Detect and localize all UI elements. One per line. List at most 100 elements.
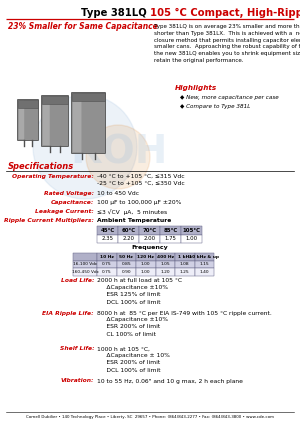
Text: Cornell Dubilier • 140 Technology Place • Liberty, SC  29657 • Phone: (864)843-2: Cornell Dubilier • 140 Technology Place … bbox=[26, 415, 274, 419]
Bar bbox=[181, 235, 202, 243]
Bar bbox=[118, 235, 139, 243]
Bar bbox=[194, 253, 214, 261]
Text: 1.75: 1.75 bbox=[165, 236, 176, 241]
Bar bbox=[42, 96, 68, 104]
Text: ◆ New, more capacitance per case: ◆ New, more capacitance per case bbox=[180, 95, 279, 100]
Text: EIA Ripple Life:: EIA Ripple Life: bbox=[43, 311, 94, 315]
Bar bbox=[73, 253, 97, 261]
Text: 10 to 450 Vdc: 10 to 450 Vdc bbox=[97, 191, 139, 196]
Text: Ripple Current Multipliers:: Ripple Current Multipliers: bbox=[4, 218, 94, 223]
Text: 23% Smaller for Same Capacitance: 23% Smaller for Same Capacitance bbox=[8, 22, 158, 31]
Bar bbox=[116, 261, 136, 268]
Text: 2.35: 2.35 bbox=[101, 236, 113, 241]
Text: 1.00: 1.00 bbox=[185, 236, 198, 241]
Bar bbox=[136, 268, 155, 275]
Bar bbox=[181, 226, 202, 235]
Bar bbox=[97, 226, 118, 235]
Text: 70°C: 70°C bbox=[142, 228, 157, 233]
Text: 160-450 Vdc: 160-450 Vdc bbox=[71, 270, 98, 274]
Text: ≤3 √CV  µA,  5 minutes: ≤3 √CV µA, 5 minutes bbox=[97, 209, 167, 215]
Bar bbox=[175, 253, 194, 261]
Bar bbox=[155, 261, 175, 268]
Bar bbox=[116, 253, 136, 261]
Text: 10 to 55 Hz, 0.06" and 10 g max, 2 h each plane: 10 to 55 Hz, 0.06" and 10 g max, 2 h eac… bbox=[97, 379, 243, 383]
Bar bbox=[97, 268, 116, 275]
Text: КОН: КОН bbox=[70, 133, 167, 171]
Bar bbox=[175, 268, 194, 275]
Text: 8000 h at  85 °C per EIA IS-749 with 105 °C ripple current.
     ΔCapacitance ±1: 8000 h at 85 °C per EIA IS-749 with 105 … bbox=[97, 311, 272, 337]
FancyBboxPatch shape bbox=[19, 101, 24, 139]
Text: Capacitance:: Capacitance: bbox=[51, 200, 94, 205]
Text: 0.75: 0.75 bbox=[102, 270, 112, 274]
Text: 1.15: 1.15 bbox=[200, 262, 209, 266]
Bar bbox=[97, 253, 116, 261]
Text: Leakage Current:: Leakage Current: bbox=[35, 209, 94, 214]
Bar bbox=[155, 268, 175, 275]
Bar bbox=[155, 253, 175, 261]
Bar bbox=[175, 261, 194, 268]
Bar bbox=[73, 268, 97, 275]
Text: Ambient Temperature: Ambient Temperature bbox=[97, 218, 171, 223]
Text: 1.25: 1.25 bbox=[180, 270, 190, 274]
FancyBboxPatch shape bbox=[71, 93, 106, 153]
Text: 10 Hz: 10 Hz bbox=[100, 255, 114, 259]
Text: 400 Hz: 400 Hz bbox=[157, 255, 174, 259]
Text: 0.90: 0.90 bbox=[122, 270, 131, 274]
Text: -40 °C to +105 °C, ≤315 Vdc
-25 °C to +105 °C, ≤350 Vdc: -40 °C to +105 °C, ≤315 Vdc -25 °C to +1… bbox=[97, 174, 185, 186]
Text: Type 381LQ is on average 23% smaller and more than 5 mm
shorter than Type 381LX.: Type 381LQ is on average 23% smaller and… bbox=[154, 24, 300, 63]
Text: 1.00: 1.00 bbox=[141, 270, 151, 274]
Bar bbox=[118, 226, 139, 235]
Text: 2000 h at full load at 105 °C
     ΔCapacitance ±10%
     ESR 125% of limit
    : 2000 h at full load at 105 °C ΔCapacitan… bbox=[97, 278, 182, 304]
Bar bbox=[116, 268, 136, 275]
Bar bbox=[136, 253, 155, 261]
Text: Vibration:: Vibration: bbox=[61, 379, 94, 383]
Text: 1.05: 1.05 bbox=[160, 262, 170, 266]
Text: 0.85: 0.85 bbox=[122, 262, 131, 266]
Bar bbox=[139, 226, 160, 235]
Text: 0.75: 0.75 bbox=[102, 262, 112, 266]
Text: 2.20: 2.20 bbox=[122, 236, 134, 241]
Text: 50 Hz: 50 Hz bbox=[119, 255, 133, 259]
Bar bbox=[97, 235, 118, 243]
FancyBboxPatch shape bbox=[41, 96, 68, 147]
Text: Operating Temperature:: Operating Temperature: bbox=[12, 174, 94, 179]
Bar bbox=[194, 268, 214, 275]
Text: 45°C: 45°C bbox=[100, 228, 115, 233]
Text: 120 Hz: 120 Hz bbox=[137, 255, 154, 259]
Text: 85°C: 85°C bbox=[164, 228, 178, 233]
Text: Shelf Life:: Shelf Life: bbox=[59, 346, 94, 351]
Bar bbox=[72, 93, 105, 101]
Bar bbox=[160, 235, 181, 243]
Bar bbox=[18, 100, 38, 108]
Text: 105°C: 105°C bbox=[182, 228, 200, 233]
Bar bbox=[136, 261, 155, 268]
Bar bbox=[194, 261, 214, 268]
Bar bbox=[97, 261, 116, 268]
Text: 1.08: 1.08 bbox=[180, 262, 190, 266]
FancyBboxPatch shape bbox=[73, 94, 82, 152]
Circle shape bbox=[86, 125, 150, 189]
FancyBboxPatch shape bbox=[43, 97, 50, 145]
Text: 105 °C Compact, High-Ripple Snap-in: 105 °C Compact, High-Ripple Snap-in bbox=[150, 8, 300, 18]
Text: 1000 h at 105 °C,
     ΔCapacitance ± 10%
     ESR 200% of limit
     DCL 100% o: 1000 h at 105 °C, ΔCapacitance ± 10% ESR… bbox=[97, 346, 170, 372]
Text: 1.00: 1.00 bbox=[141, 262, 151, 266]
Text: Specifications: Specifications bbox=[8, 162, 74, 171]
Text: 60°C: 60°C bbox=[122, 228, 136, 233]
Text: 100 µF to 100,000 µF ±20%: 100 µF to 100,000 µF ±20% bbox=[97, 200, 182, 205]
Text: ◆ Compare to Type 381L: ◆ Compare to Type 381L bbox=[180, 104, 250, 109]
Text: 1.40: 1.40 bbox=[200, 270, 209, 274]
Text: 2.00: 2.00 bbox=[143, 236, 156, 241]
Circle shape bbox=[33, 95, 137, 199]
Text: 16-100 Vdc: 16-100 Vdc bbox=[73, 262, 97, 266]
Text: Type 381LQ: Type 381LQ bbox=[81, 8, 150, 18]
FancyBboxPatch shape bbox=[17, 99, 38, 141]
Text: Frequency: Frequency bbox=[131, 245, 168, 250]
Bar bbox=[73, 261, 97, 268]
Text: Highlights: Highlights bbox=[175, 85, 217, 91]
Text: 1.20: 1.20 bbox=[160, 270, 170, 274]
Text: Load Life:: Load Life: bbox=[61, 278, 94, 283]
Text: 10 kHz & up: 10 kHz & up bbox=[189, 255, 219, 259]
Text: 1 kHz: 1 kHz bbox=[178, 255, 192, 259]
Bar bbox=[139, 235, 160, 243]
Bar bbox=[160, 226, 181, 235]
